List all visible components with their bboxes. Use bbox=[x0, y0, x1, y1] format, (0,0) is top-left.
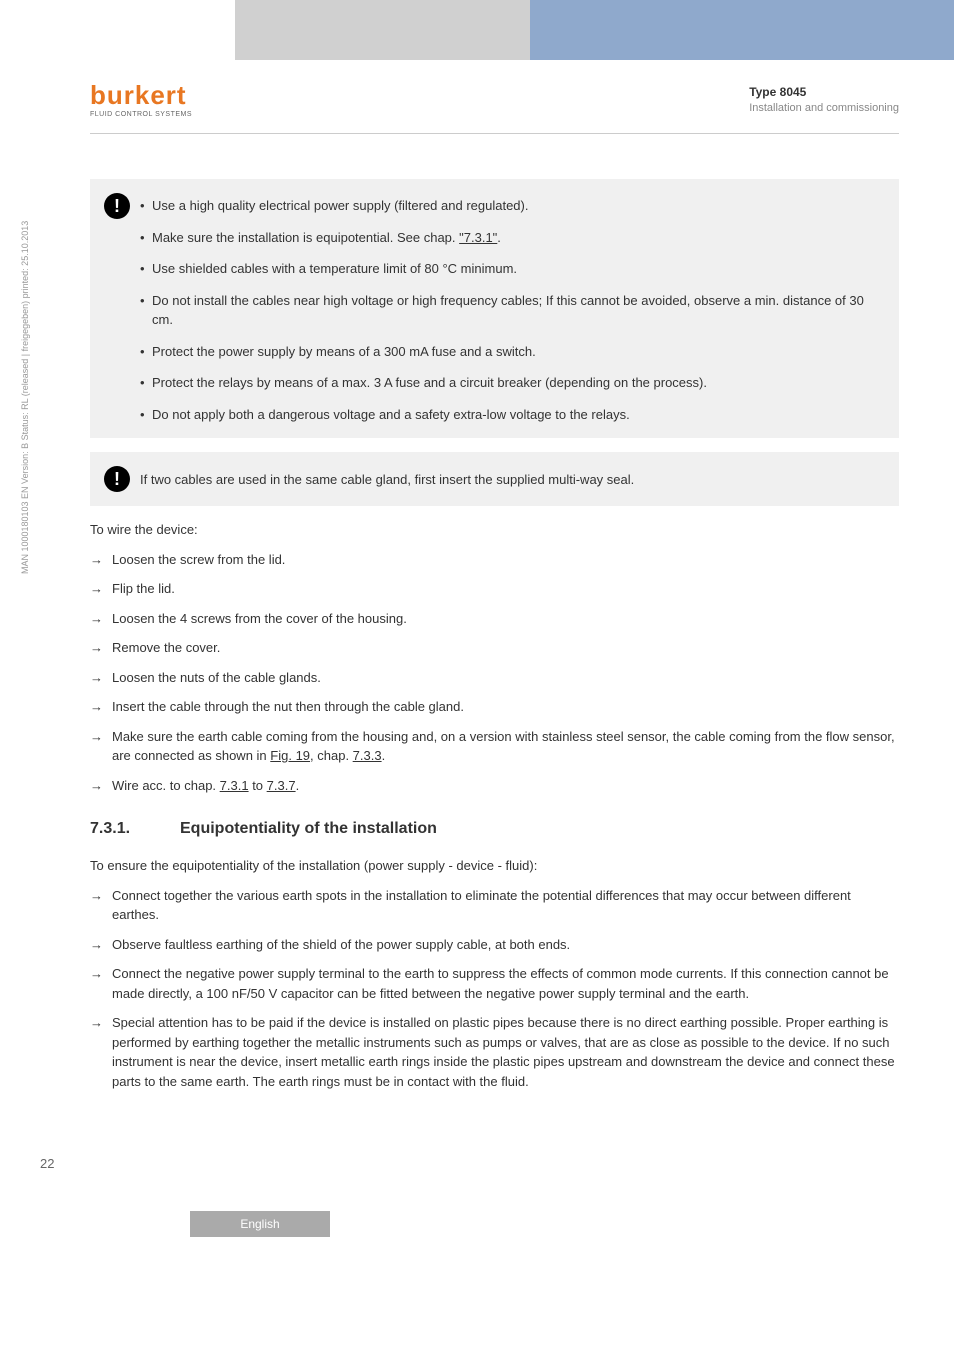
step-item: → Insert the cable through the nut then t… bbox=[90, 697, 899, 717]
step-item: → Remove the cover. bbox=[90, 638, 899, 658]
document-subtitle: Installation and commissioning bbox=[749, 102, 899, 114]
step-item: → Loosen the screw from the lid. bbox=[90, 550, 899, 570]
callout-item: Do not install the cables near high volt… bbox=[140, 291, 885, 330]
step-text: . bbox=[382, 748, 386, 763]
exclamation-icon: ! bbox=[104, 466, 130, 492]
callout-item: Make sure the installation is equipotent… bbox=[140, 228, 885, 248]
step-text: Connect together the various earth spots… bbox=[112, 888, 851, 923]
callout-text: If two cables are used in the same cable… bbox=[140, 472, 885, 487]
page-number: 22 bbox=[40, 1156, 54, 1171]
link-fig-19[interactable]: Fig. 19 bbox=[270, 748, 310, 763]
logo-row: burkert FLUID CONTROL SYSTEMS Type 8045 … bbox=[90, 60, 899, 134]
callout-body: Use a high quality electrical power supp… bbox=[140, 193, 885, 424]
callout-item: Do not apply both a dangerous voltage an… bbox=[140, 405, 885, 425]
link-7-3-7[interactable]: 7.3.7 bbox=[267, 778, 296, 793]
section-heading: 7.3.1. Equipotentiality of the installat… bbox=[90, 820, 899, 838]
step-item: → Wire acc. to chap. 7.3.1 to 7.3.7. bbox=[90, 776, 899, 796]
document-info: Type 8045 Installation and commissioning bbox=[749, 85, 899, 114]
footer-language-tab: English bbox=[190, 1211, 330, 1237]
step-text: Connect the negative power supply termin… bbox=[112, 966, 889, 1001]
header-bar-right bbox=[530, 0, 954, 60]
brand-logo-tagline: FLUID CONTROL SYSTEMS bbox=[90, 111, 235, 118]
step-text: Make sure the earth cable coming from th… bbox=[112, 729, 895, 764]
arrow-icon: → bbox=[90, 776, 103, 796]
callout-item: Use shielded cables with a temperature l… bbox=[140, 259, 885, 279]
step-text: Remove the cover. bbox=[112, 640, 220, 655]
step-item: → Flip the lid. bbox=[90, 579, 899, 599]
step-text: to bbox=[249, 778, 267, 793]
step-text: Insert the cable through the nut then th… bbox=[112, 699, 464, 714]
step-item: → Special attention has to be paid if the… bbox=[90, 1013, 899, 1091]
notice-callout-1: ! Use a high quality electrical power su… bbox=[90, 179, 899, 438]
arrow-icon: → bbox=[90, 609, 103, 629]
step-item: → Observe faultless earthing of the shiel… bbox=[90, 935, 899, 955]
document-type: Type 8045 bbox=[749, 85, 899, 99]
step-text: Loosen the screw from the lid. bbox=[112, 552, 285, 567]
step-text: Flip the lid. bbox=[112, 581, 175, 596]
header-bar-left bbox=[0, 0, 235, 60]
link-7-3-3[interactable]: 7.3.3 bbox=[353, 748, 382, 763]
link-7-3-1[interactable]: "7.3.1" bbox=[459, 230, 497, 245]
step-text: Loosen the nuts of the cable glands. bbox=[112, 670, 321, 685]
section-title: Equipotentiality of the installation bbox=[180, 820, 899, 838]
arrow-icon: → bbox=[90, 1013, 103, 1033]
step-item: → Make sure the earth cable coming from t… bbox=[90, 727, 899, 766]
callout-item: Protect the relays by means of a max. 3 … bbox=[140, 373, 885, 393]
equip-intro: To ensure the equipotentiality of the in… bbox=[90, 856, 899, 876]
arrow-icon: → bbox=[90, 579, 103, 599]
arrow-icon: → bbox=[90, 935, 103, 955]
arrow-icon: → bbox=[90, 697, 103, 717]
sidebar-meta-text: MAN 1000180103 EN Version: B Status: RL … bbox=[20, 221, 30, 574]
step-item: → Loosen the 4 screws from the cover of t… bbox=[90, 609, 899, 629]
arrow-icon: → bbox=[90, 638, 103, 658]
brand-logo-text: burkert bbox=[90, 80, 235, 111]
callout-item: Protect the power supply by means of a 3… bbox=[140, 342, 885, 362]
arrow-icon: → bbox=[90, 727, 103, 747]
link-7-3-1[interactable]: 7.3.1 bbox=[220, 778, 249, 793]
section-number: 7.3.1. bbox=[90, 820, 180, 838]
step-text: , chap. bbox=[310, 748, 353, 763]
arrow-icon: → bbox=[90, 886, 103, 906]
arrow-icon: → bbox=[90, 964, 103, 984]
exclamation-icon: ! bbox=[104, 193, 130, 219]
step-text: . bbox=[296, 778, 300, 793]
step-text: Observe faultless earthing of the shield… bbox=[112, 937, 570, 952]
intro-text: To wire the device: bbox=[90, 520, 899, 540]
step-text: Special attention has to be paid if the … bbox=[112, 1015, 895, 1089]
step-text: Wire acc. to chap. bbox=[112, 778, 220, 793]
step-text: Loosen the 4 screws from the cover of th… bbox=[112, 611, 407, 626]
notice-callout-2: ! If two cables are used in the same cab… bbox=[90, 452, 899, 506]
step-item: → Connect the negative power supply termi… bbox=[90, 964, 899, 1003]
page-content: MAN 1000180103 EN Version: B Status: RL … bbox=[0, 134, 954, 1131]
header-bar-mid bbox=[235, 0, 530, 60]
callout-item: Use a high quality electrical power supp… bbox=[140, 196, 885, 216]
footer: English bbox=[0, 1211, 954, 1237]
arrow-icon: → bbox=[90, 668, 103, 688]
step-item: → Loosen the nuts of the cable glands. bbox=[90, 668, 899, 688]
header-color-bar bbox=[0, 0, 954, 60]
arrow-icon: → bbox=[90, 550, 103, 570]
brand-logo: burkert FLUID CONTROL SYSTEMS bbox=[90, 80, 235, 118]
callout-text: Make sure the installation is equipotent… bbox=[152, 230, 459, 245]
step-item: → Connect together the various earth spot… bbox=[90, 886, 899, 925]
